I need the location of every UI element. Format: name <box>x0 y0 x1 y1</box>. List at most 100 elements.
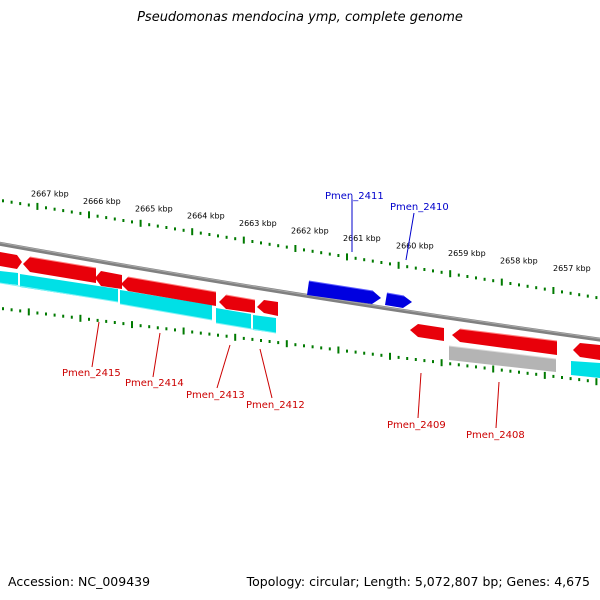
minor-tick <box>595 296 598 300</box>
genome-backbone <box>0 241 600 342</box>
minor-tick <box>449 362 452 366</box>
minor-tick <box>277 341 280 345</box>
minor-tick <box>457 363 460 367</box>
minor-tick <box>389 262 391 266</box>
gene-arrow-2416a[interactable] <box>0 252 22 269</box>
minor-tick <box>518 370 520 374</box>
minor-tick <box>234 237 237 241</box>
cds-block-4[interactable] <box>216 308 251 329</box>
minor-tick <box>320 251 323 255</box>
gene-label-pmen-2413[interactable]: Pmen_2413 <box>186 390 245 401</box>
minor-tick <box>535 286 538 290</box>
minor-tick <box>96 318 99 322</box>
minor-tick <box>552 374 555 378</box>
minor-tick <box>27 203 30 207</box>
minor-tick <box>242 336 245 340</box>
minor-tick <box>260 241 262 245</box>
minor-tick <box>414 266 417 270</box>
kbp-label: 2661 kbp <box>343 234 381 243</box>
cds-block-5[interactable] <box>253 315 276 333</box>
gene-label-pmen-2410[interactable]: Pmen_2410 <box>390 202 449 213</box>
gene-arrow-2412[interactable] <box>257 300 278 316</box>
gene-labels: Pmen_2415 Pmen_2414 Pmen_2413 Pmen_2412 … <box>62 191 525 441</box>
gene-arrow-2408[interactable] <box>452 329 557 355</box>
minor-tick <box>277 244 280 248</box>
major-tick <box>440 359 443 367</box>
gene-label-pmen-2412[interactable]: Pmen_2412 <box>246 400 305 411</box>
minor-tick <box>45 206 47 210</box>
minor-tick <box>543 287 546 291</box>
leader-lines <box>91 199 500 429</box>
minor-tick <box>156 224 159 228</box>
major-tick <box>88 211 90 219</box>
minor-tick <box>371 259 374 263</box>
gene-arrow-2415[interactable] <box>23 257 96 283</box>
minor-tick <box>561 376 563 379</box>
minor-tick <box>337 254 340 257</box>
kbp-label: 2659 kbp <box>448 249 486 258</box>
kbp-label: 2665 kbp <box>135 204 173 213</box>
minor-tick <box>260 339 262 342</box>
gene-label-pmen-2414[interactable]: Pmen_2414 <box>125 378 184 389</box>
gene-label-pmen-2415[interactable]: Pmen_2415 <box>62 368 121 379</box>
minor-tick <box>148 223 151 227</box>
minor-tick <box>113 217 116 221</box>
gene-arrow-2414[interactable] <box>121 277 216 306</box>
gene-label-pmen-2408[interactable]: Pmen_2408 <box>466 430 525 441</box>
cds-block-1[interactable] <box>0 271 18 285</box>
minor-tick <box>586 379 589 383</box>
minor-tick <box>182 228 185 232</box>
gene-arrow-2407[interactable] <box>573 343 600 360</box>
major-tick <box>27 308 30 316</box>
cds-block-3[interactable] <box>120 290 212 320</box>
minor-tick <box>217 333 219 337</box>
kbp-label: 2658 kbp <box>500 257 538 266</box>
map-title: Pseudomonas mendocina ymp, complete geno… <box>137 10 463 25</box>
minor-tick <box>363 351 366 355</box>
minor-tick <box>139 324 142 328</box>
minor-tick <box>414 358 417 361</box>
minor-tick <box>466 364 469 368</box>
cds-block-right[interactable] <box>571 361 600 378</box>
minor-tick <box>311 345 314 349</box>
minor-tick <box>165 226 168 229</box>
major-tick <box>543 371 546 379</box>
minor-tick <box>457 273 460 277</box>
minor-tick <box>122 219 125 222</box>
gene-label-pmen-2411[interactable]: Pmen_2411 <box>325 191 384 202</box>
minor-tick <box>483 277 486 281</box>
minor-tick <box>156 326 159 330</box>
minor-tick <box>380 261 383 264</box>
cds-track-left <box>0 271 277 334</box>
minor-tick <box>509 369 512 373</box>
minor-tick <box>294 343 297 347</box>
gene-arrow-2411[interactable] <box>307 281 381 304</box>
minor-tick <box>19 309 22 313</box>
minor-tick <box>174 227 176 231</box>
gene-label-pmen-2409[interactable]: Pmen_2409 <box>387 420 446 431</box>
minor-tick <box>569 377 572 381</box>
gene-arrows-left <box>0 252 278 316</box>
kbp-label: 2657 kbp <box>553 264 591 273</box>
minor-tick <box>268 340 271 343</box>
cds-block-2[interactable] <box>20 274 118 302</box>
major-tick <box>346 253 348 261</box>
major-tick <box>182 327 185 335</box>
major-tick <box>242 236 245 244</box>
accession-text: Accession: NC_009439 <box>8 574 151 589</box>
gene-arrows-highlight <box>307 280 412 308</box>
minor-tick <box>380 353 383 357</box>
minor-tick <box>251 240 254 243</box>
gene-arrow-2414a[interactable] <box>95 271 122 289</box>
gene-arrow-2413[interactable] <box>219 295 255 313</box>
minor-tick <box>79 211 82 215</box>
major-tick <box>449 270 452 278</box>
pseudo-block[interactable] <box>449 346 556 372</box>
gene-arrow-2410[interactable] <box>385 293 412 308</box>
minor-tick <box>251 337 254 341</box>
minor-tick <box>423 359 426 363</box>
outer-tick-track <box>2 199 598 300</box>
minor-tick <box>578 293 581 297</box>
gene-arrow-2409[interactable] <box>410 324 444 341</box>
